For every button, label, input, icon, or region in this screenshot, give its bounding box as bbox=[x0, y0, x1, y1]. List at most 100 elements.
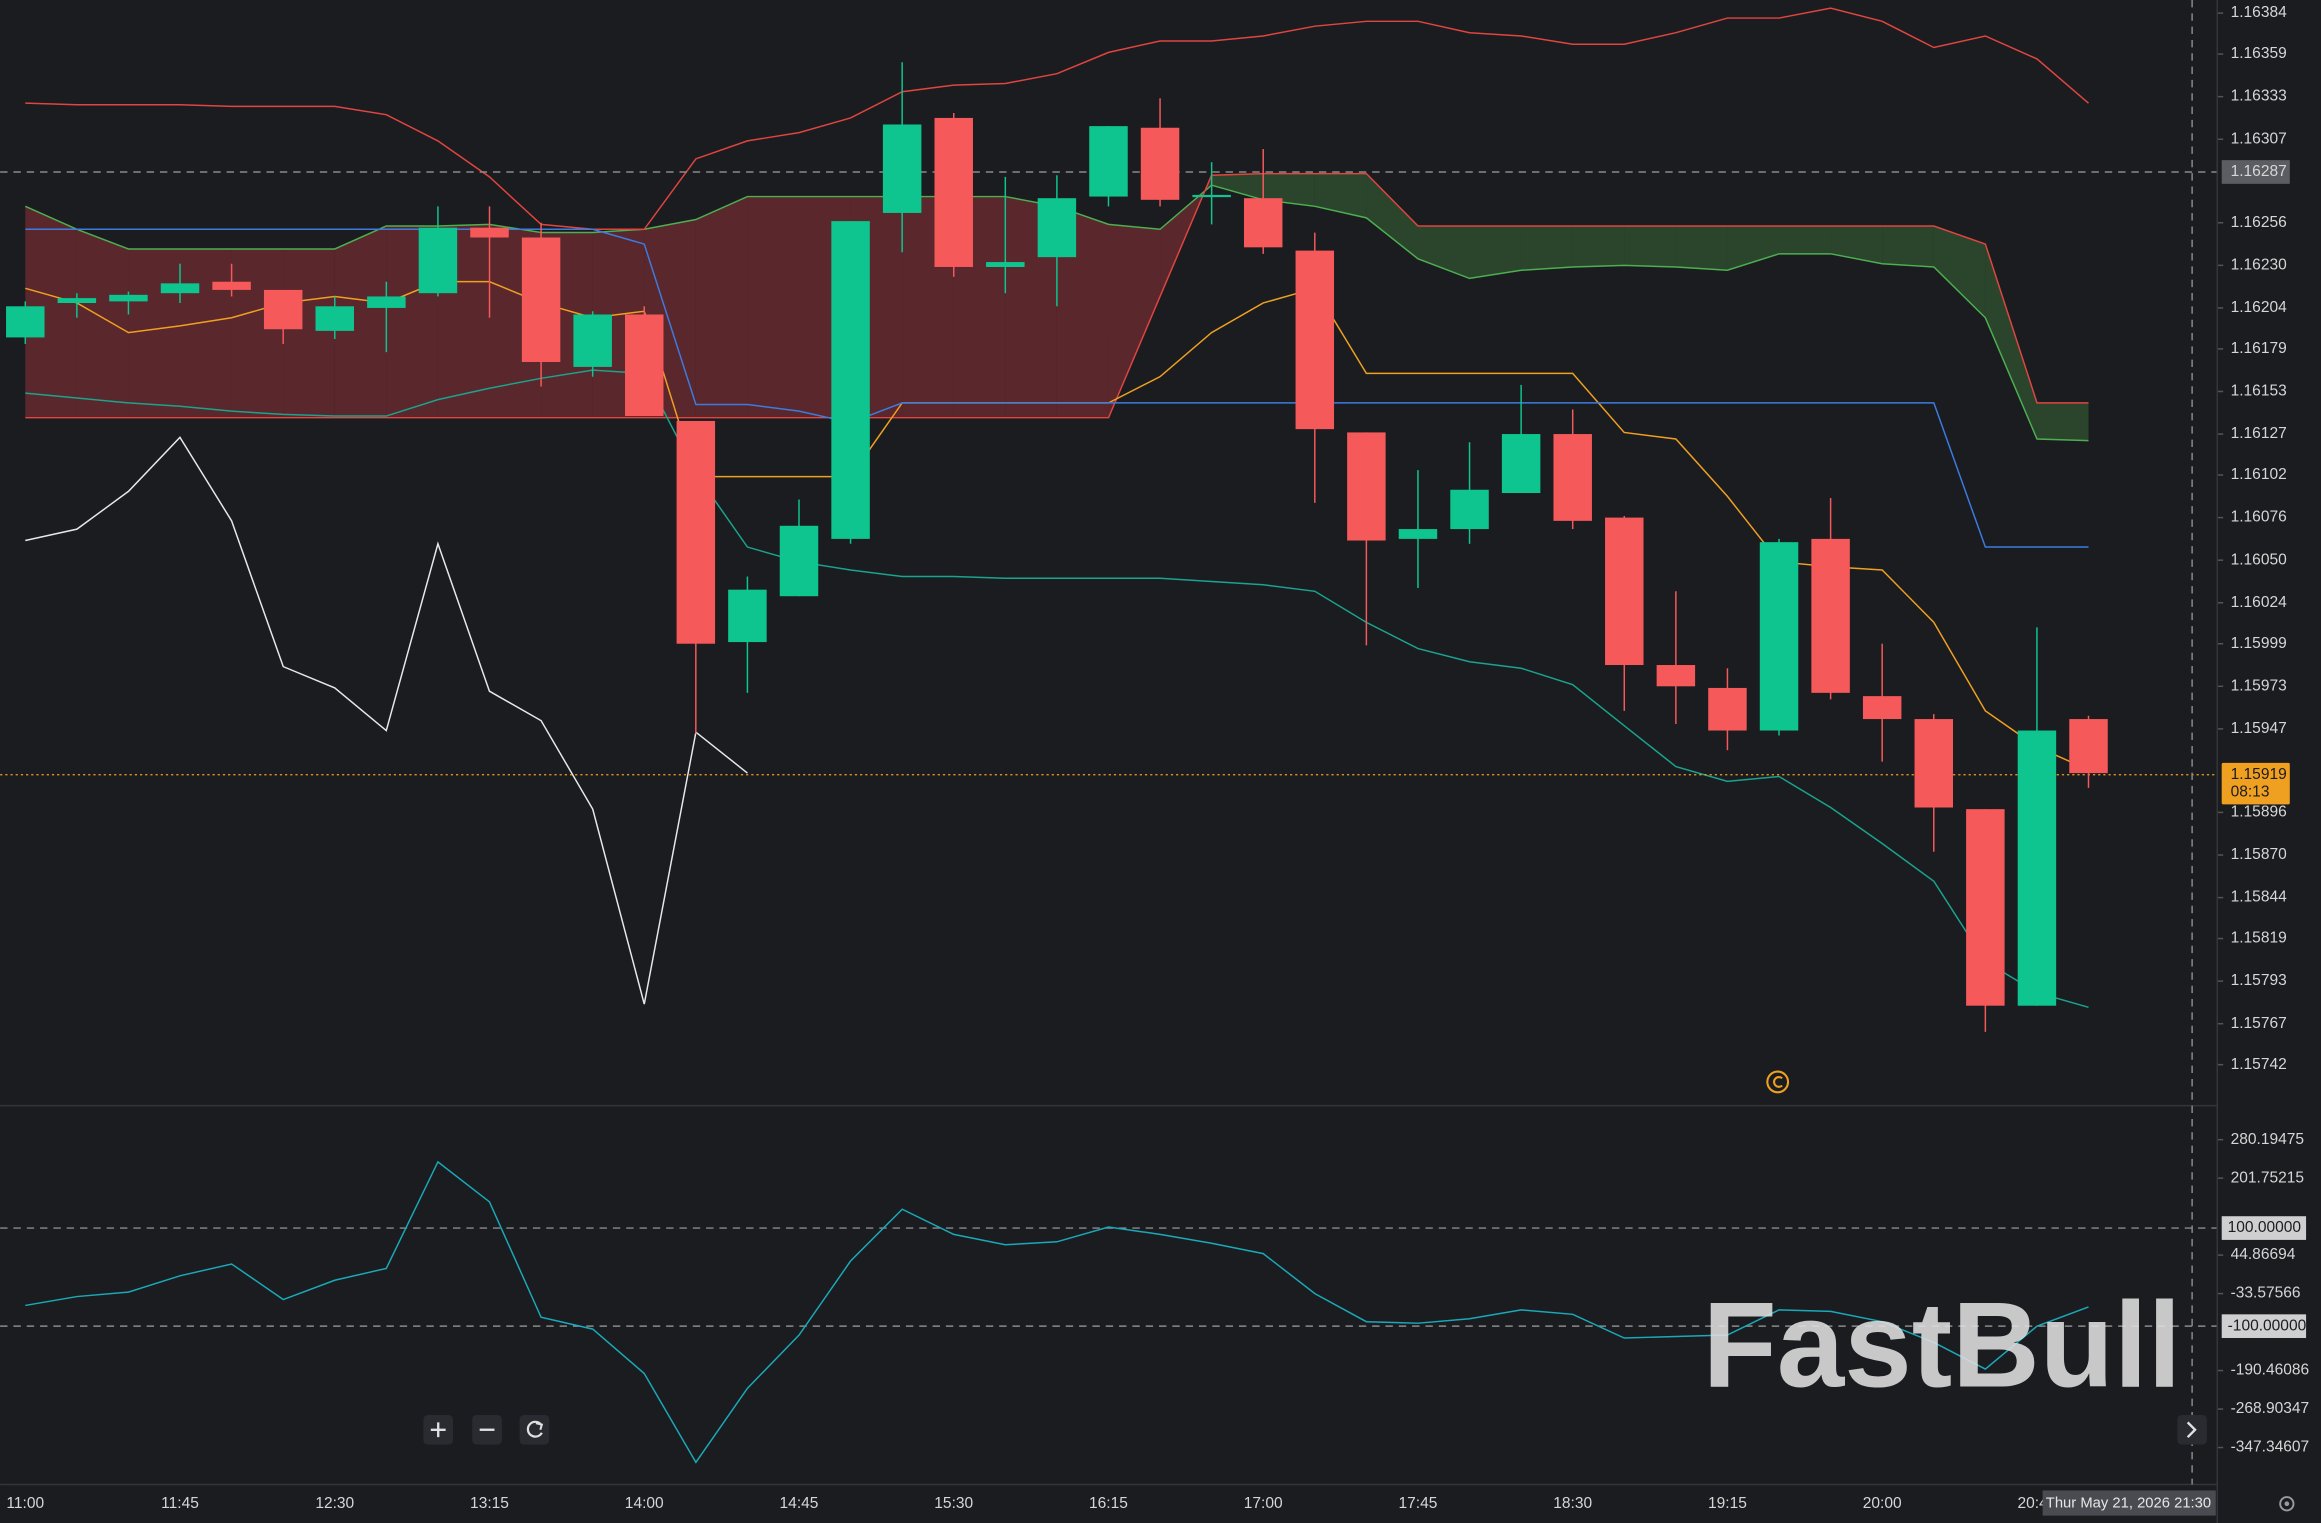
x-tick-label: 11:00 bbox=[6, 1495, 44, 1512]
candle-body bbox=[1398, 529, 1438, 539]
cloud-fill bbox=[1108, 224, 1161, 418]
y-tick-label: 1.16076 bbox=[2231, 509, 2287, 526]
last-price-label: 1.15919 bbox=[2231, 766, 2287, 783]
cloud-fill bbox=[76, 229, 129, 418]
crosshair-label-box bbox=[2042, 1490, 2216, 1516]
cloud-fill bbox=[695, 196, 748, 418]
candle-body bbox=[934, 117, 973, 267]
candle-body bbox=[1759, 542, 1799, 731]
cloud-fill bbox=[1056, 206, 1109, 418]
candle-body bbox=[418, 227, 458, 294]
cci-panel: 280.19475 201.75215 100.00000 44.86694 -33.5… bbox=[0, 1131, 2310, 1464]
y-tick-label: 1.16384 bbox=[2231, 4, 2288, 21]
y-tick-label: 1.15844 bbox=[2231, 889, 2288, 906]
crosshair-label: Thur May 21, 2026 21:30 bbox=[2046, 1496, 2211, 1512]
overlay-line bbox=[25, 7, 2089, 231]
marked-price-box bbox=[2221, 160, 2290, 184]
cloud-fill bbox=[1985, 244, 2037, 439]
y-tick-label: 1.15896 bbox=[2231, 804, 2287, 821]
y-tick-label: -347.34607 bbox=[2231, 1439, 2310, 1456]
candle-body bbox=[573, 314, 612, 367]
cloud-fill bbox=[334, 226, 387, 418]
settings-button[interactable] bbox=[2279, 1496, 2295, 1512]
candle-body bbox=[1914, 719, 1954, 808]
cloud-fill bbox=[1314, 173, 1367, 218]
x-tick-label: 17:45 bbox=[1399, 1495, 1438, 1512]
cci-line bbox=[25, 1160, 2089, 1464]
y-tick-label: 1.16307 bbox=[2231, 130, 2287, 147]
candle-body bbox=[1605, 517, 1644, 666]
candle-body bbox=[1966, 809, 2005, 1006]
candle-body bbox=[1192, 194, 1231, 198]
candle-body bbox=[521, 237, 561, 362]
candle-body bbox=[470, 227, 509, 238]
candle-body bbox=[728, 589, 767, 643]
x-tick-label: 13:15 bbox=[470, 1495, 509, 1512]
overlay-line bbox=[25, 369, 2089, 1009]
x-tick-label: 14:45 bbox=[780, 1495, 819, 1512]
candle-body bbox=[1450, 489, 1489, 530]
zoom-out-button[interactable] bbox=[472, 1414, 502, 1445]
cloud-fill bbox=[1366, 173, 1418, 259]
level-label-box bbox=[2221, 1314, 2307, 1339]
candle-body bbox=[1862, 696, 1902, 720]
candle-body bbox=[212, 281, 251, 290]
y-tick-label: -190.46086 bbox=[2231, 1362, 2310, 1379]
candle-body bbox=[1140, 127, 1180, 200]
candle-body bbox=[1656, 665, 1696, 687]
zoom-in-button[interactable] bbox=[423, 1414, 454, 1445]
candle-body bbox=[1811, 538, 1850, 693]
candle-body bbox=[1089, 126, 1128, 197]
scroll-right-button[interactable] bbox=[2177, 1414, 2207, 1445]
cloud-fill bbox=[180, 248, 232, 418]
candle-body bbox=[1243, 198, 1283, 248]
cloud-fill bbox=[2036, 402, 2089, 441]
price-panel: 1.16384 1.16359 1.16333 1.16307 1.16256 1.162… bbox=[0, 4, 2290, 1073]
cloud-fill bbox=[1572, 226, 1625, 267]
candle-body bbox=[779, 525, 819, 597]
cloud-fill bbox=[1933, 226, 1986, 318]
candle-body bbox=[986, 262, 1025, 267]
y-tick-label: 1.15793 bbox=[2231, 972, 2287, 989]
cloud-fill bbox=[283, 248, 335, 418]
y-tick-label: 1.15999 bbox=[2231, 635, 2287, 652]
candle-body bbox=[6, 306, 45, 338]
candle-body bbox=[109, 294, 148, 302]
countdown-label: 08:13 bbox=[2231, 784, 2270, 801]
cloud-fill bbox=[25, 206, 77, 418]
y-tick-label: 1.16333 bbox=[2231, 88, 2287, 105]
cloud-fill bbox=[1882, 226, 1934, 267]
x-tick-label: 19:15 bbox=[1708, 1495, 1747, 1512]
candle-body bbox=[263, 289, 303, 330]
last-price-box bbox=[2221, 762, 2290, 805]
candle-body bbox=[2017, 730, 2057, 1006]
candle-body bbox=[676, 420, 716, 644]
overlay-line bbox=[25, 228, 2089, 548]
y-tick-label: 1.16204 bbox=[2231, 299, 2288, 316]
overlay-line bbox=[25, 436, 748, 1005]
cloud-span-b bbox=[25, 172, 2089, 419]
reset-button[interactable] bbox=[519, 1414, 550, 1445]
candle-body bbox=[57, 298, 97, 304]
y-tick-label: 201.75215 bbox=[2231, 1169, 2304, 1186]
cloud-fill bbox=[1417, 226, 1470, 279]
y-tick-label: 1.16230 bbox=[2231, 256, 2288, 273]
y-tick-label: 1.16024 bbox=[2231, 594, 2288, 611]
y-tick-label: 1.15973 bbox=[2231, 677, 2287, 694]
x-tick-label: 18:30 bbox=[1553, 1495, 1592, 1512]
cloud-fill bbox=[747, 196, 799, 418]
candle-body bbox=[1553, 434, 1592, 521]
candle-body bbox=[160, 283, 200, 294]
y-tick-label: -268.90347 bbox=[2231, 1400, 2310, 1417]
cloud-fill bbox=[231, 248, 284, 418]
y-tick-label: 280.19475 bbox=[2231, 1131, 2304, 1148]
cloud-fill bbox=[128, 248, 181, 418]
y-tick-label: 1.15767 bbox=[2231, 1015, 2287, 1032]
y-tick-label: 1.16256 bbox=[2231, 214, 2287, 231]
x-tick-label: 12:30 bbox=[315, 1495, 354, 1512]
y-tick-label: -33.57566 bbox=[2231, 1285, 2301, 1302]
candle-body bbox=[1295, 250, 1335, 430]
candle-body bbox=[2069, 719, 2108, 774]
